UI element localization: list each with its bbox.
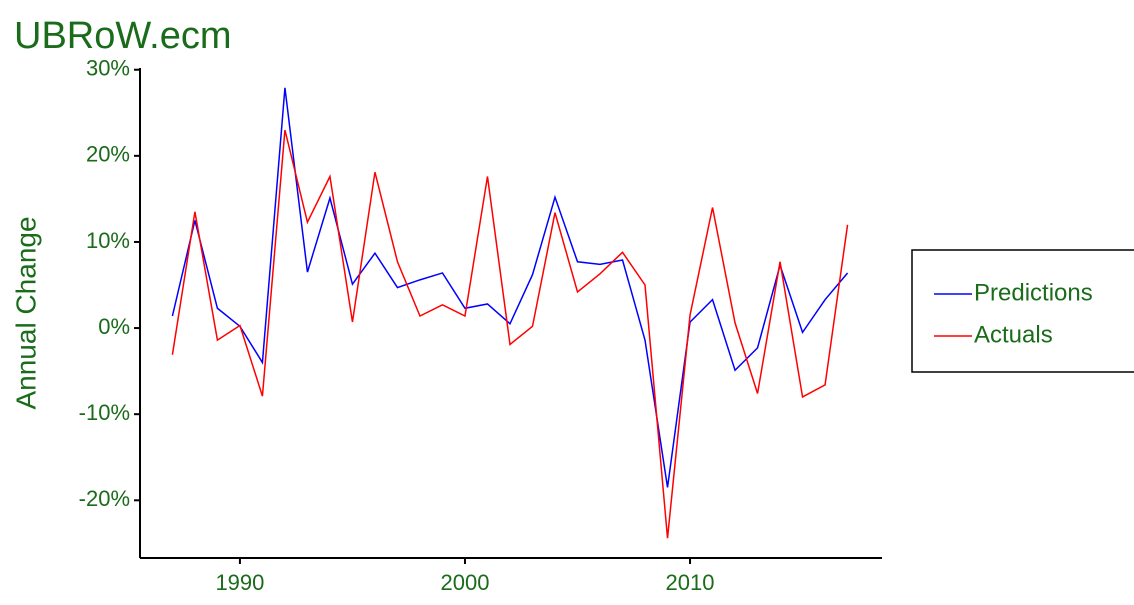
y-axis-label: Annual Change — [10, 216, 41, 409]
legend-label: Predictions — [974, 279, 1093, 306]
line-series — [171, 129, 849, 539]
y-tick-label: -20% — [79, 486, 130, 511]
y-tick-label: 30% — [86, 56, 130, 81]
line-series — [171, 87, 849, 488]
legend-box — [911, 249, 1134, 373]
x-tick-label: 2000 — [441, 570, 490, 595]
legend-label: Actuals — [974, 321, 1053, 348]
y-tick-label: 0% — [98, 314, 130, 339]
chart-title: UBRoW.ecm — [14, 15, 231, 57]
x-tick-label: 2010 — [666, 570, 715, 595]
y-tick-label: 20% — [86, 142, 130, 167]
y-tick-label: 10% — [86, 228, 130, 253]
y-tick-label: -10% — [79, 400, 130, 425]
x-tick-label: 1990 — [215, 570, 264, 595]
